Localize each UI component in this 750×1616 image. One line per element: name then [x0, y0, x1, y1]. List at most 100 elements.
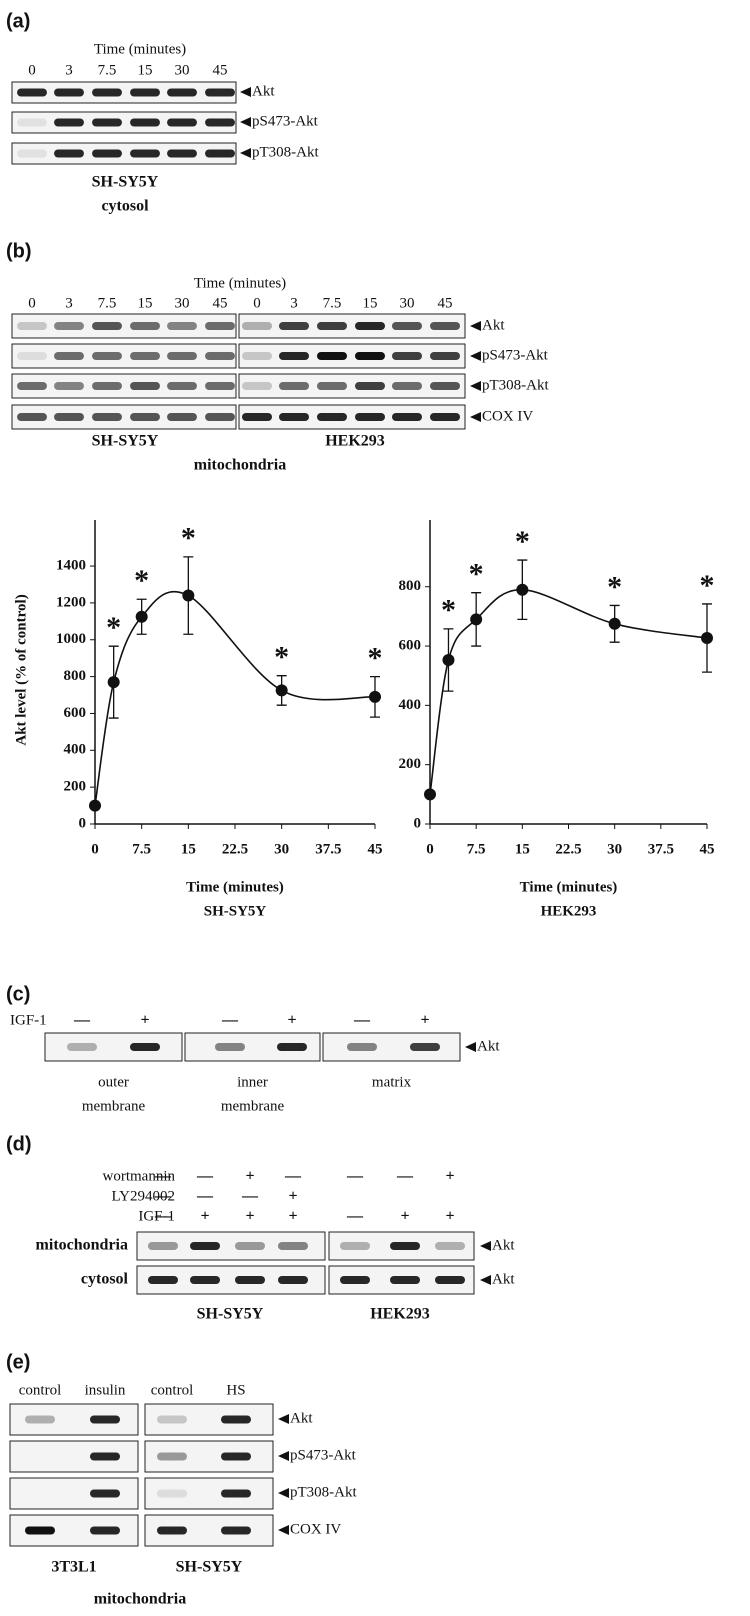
significance-marker: *: [469, 558, 484, 591]
band: [235, 1242, 265, 1250]
band: [435, 1242, 465, 1250]
point: [275, 684, 288, 697]
arrow: [278, 1414, 289, 1424]
band: [90, 1452, 120, 1461]
blot-label: Akt: [290, 1410, 313, 1426]
label: 3T3L1: [51, 1559, 96, 1576]
arrow: [470, 321, 481, 331]
sign: +: [445, 1168, 454, 1185]
sign: —: [154, 1208, 172, 1225]
x-tick-label: 0: [91, 841, 99, 857]
band: [205, 382, 235, 390]
panel-label: (c): [6, 983, 30, 1005]
y-tick-label: 200: [64, 779, 87, 795]
band: [157, 1526, 187, 1535]
blot-box: [11, 313, 237, 339]
band: [17, 352, 47, 360]
y-axis-label: Akt level (% of control): [13, 594, 29, 745]
y-tick-label: 800: [64, 668, 87, 684]
time-label: 0: [253, 295, 261, 311]
y-tick-label: 600: [399, 637, 422, 653]
band: [167, 149, 197, 158]
band: [54, 382, 84, 390]
caption: inner: [237, 1074, 268, 1090]
band: [17, 382, 47, 390]
y-tick-label: 0: [79, 815, 87, 831]
lane-label: control: [151, 1382, 194, 1398]
band: [167, 118, 197, 127]
x-tick-label: 15: [515, 841, 530, 857]
treatment-label: LY294002: [112, 1188, 176, 1204]
time-label: 0: [28, 62, 36, 78]
arrow: [240, 148, 251, 158]
band: [410, 1043, 440, 1051]
sign: —: [221, 1012, 239, 1029]
time-label: 3: [65, 62, 73, 78]
x-tick-label: 37.5: [648, 841, 674, 857]
blot-label: COX IV: [290, 1521, 341, 1537]
x-tick-label: 0: [426, 841, 434, 857]
caption: membrane: [82, 1098, 146, 1114]
time-label: 0: [28, 295, 36, 311]
y-tick-label: 1000: [56, 631, 86, 647]
blot-box: [11, 142, 237, 165]
band: [130, 88, 160, 97]
panel-label: (e): [6, 1351, 30, 1373]
band: [279, 322, 309, 330]
band: [392, 322, 422, 330]
sign: —: [73, 1012, 91, 1029]
sign: —: [154, 1168, 172, 1185]
band: [390, 1242, 420, 1250]
band: [430, 382, 460, 390]
band: [317, 352, 347, 360]
band: [90, 1415, 120, 1424]
blot-label: Akt: [252, 83, 275, 99]
band: [92, 413, 122, 421]
sign: +: [140, 1012, 149, 1029]
blot-box: [238, 373, 466, 399]
band: [235, 1276, 265, 1284]
arrow: [278, 1525, 289, 1535]
fraction-label: cytosol: [81, 1271, 129, 1288]
significance-marker: *: [134, 564, 149, 597]
time-label: 15: [138, 62, 153, 78]
band: [279, 382, 309, 390]
significance-marker: *: [274, 641, 289, 674]
time-label: 7.5: [323, 295, 342, 311]
band: [355, 352, 385, 360]
time-label: 3: [290, 295, 298, 311]
band: [430, 322, 460, 330]
significance-marker: *: [515, 525, 530, 558]
point: [701, 632, 713, 645]
time-label: 30: [400, 295, 415, 311]
blot-box: [11, 404, 237, 430]
blot-box: [144, 1440, 274, 1473]
panel-label: (b): [6, 240, 32, 262]
point: [182, 589, 195, 602]
time-label: 30: [175, 62, 190, 78]
subtitle: SH-SY5Y: [204, 903, 267, 919]
band: [278, 1242, 308, 1250]
band: [392, 352, 422, 360]
label: SH-SY5Y: [197, 1306, 264, 1323]
band: [148, 1242, 178, 1250]
significance-marker: *: [368, 641, 383, 674]
band: [92, 118, 122, 127]
treatment-label: IGF-1: [138, 1208, 175, 1224]
band: [221, 1452, 251, 1461]
band: [279, 413, 309, 421]
arrow: [465, 1042, 476, 1052]
y-tick-label: 0: [414, 815, 422, 831]
time-label: 7.5: [98, 62, 117, 78]
band: [242, 352, 272, 360]
band: [54, 413, 84, 421]
x-axis-label: Time (minutes): [186, 879, 284, 895]
band: [130, 322, 160, 330]
sign: +: [288, 1188, 297, 1205]
band: [392, 413, 422, 421]
band: [92, 352, 122, 360]
blot-box: [44, 1032, 183, 1062]
blot-label: Akt: [477, 1038, 500, 1054]
sign: +: [287, 1012, 296, 1029]
band: [54, 88, 84, 97]
